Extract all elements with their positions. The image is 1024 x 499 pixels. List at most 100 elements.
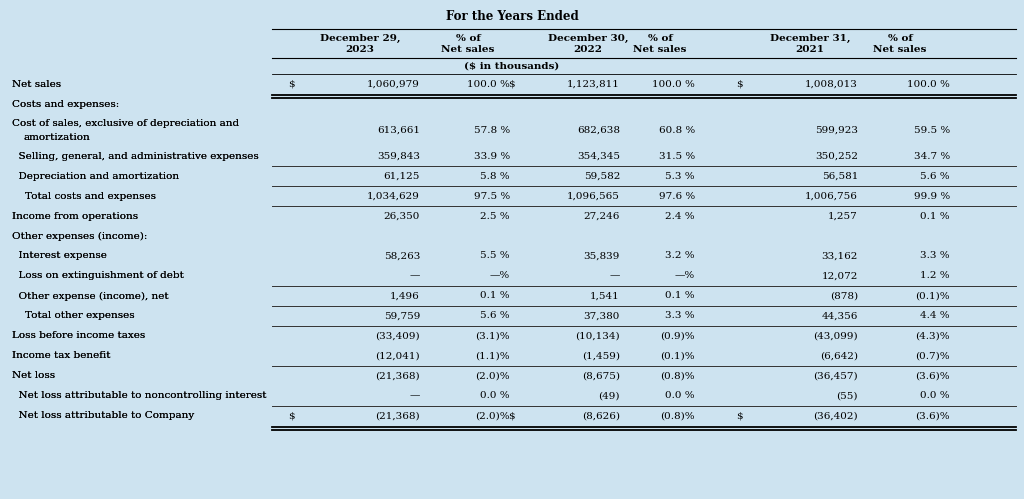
Text: 359,843: 359,843: [377, 152, 420, 161]
Text: Cost of sales, exclusive of depreciation and: Cost of sales, exclusive of depreciation…: [12, 118, 240, 128]
Bar: [8, 166, 1016, 186]
Text: December 30,
2022: December 30, 2022: [548, 34, 629, 54]
Bar: [8, 74, 1016, 94]
Text: 1,008,013: 1,008,013: [805, 79, 858, 88]
Text: (0.7)%: (0.7)%: [915, 351, 950, 360]
Text: Net loss attributable to noncontrolling interest: Net loss attributable to noncontrolling …: [12, 392, 266, 401]
Text: Net loss: Net loss: [12, 371, 55, 381]
Bar: [8, 366, 1016, 386]
Bar: [8, 206, 1016, 226]
Text: (0.9)%: (0.9)%: [660, 331, 695, 340]
Text: 27,246: 27,246: [584, 212, 620, 221]
Text: 12,072: 12,072: [821, 271, 858, 280]
Text: 1,541: 1,541: [590, 291, 620, 300]
Text: % of
Net sales: % of Net sales: [633, 34, 687, 54]
Text: (3.1)%: (3.1)%: [475, 331, 510, 340]
Text: 5.6 %: 5.6 %: [480, 311, 510, 320]
Text: 1,496: 1,496: [390, 291, 420, 300]
Text: $: $: [508, 412, 515, 421]
Text: 100.0 %: 100.0 %: [907, 79, 950, 88]
Text: 0.1 %: 0.1 %: [921, 212, 950, 221]
Text: 0.1 %: 0.1 %: [480, 291, 510, 300]
Text: Loss before income taxes: Loss before income taxes: [12, 331, 145, 340]
Text: Net loss attributable to Company: Net loss attributable to Company: [12, 412, 195, 421]
Text: 59,582: 59,582: [584, 172, 620, 181]
Bar: [8, 346, 272, 366]
Text: 31.5 %: 31.5 %: [658, 152, 695, 161]
Bar: [8, 406, 1016, 426]
Text: Income from operations: Income from operations: [12, 212, 138, 221]
Text: 0.1 %: 0.1 %: [666, 291, 695, 300]
Text: (33,409): (33,409): [376, 331, 420, 340]
Bar: [8, 94, 1016, 114]
Text: 613,661: 613,661: [377, 126, 420, 135]
Text: (55): (55): [837, 392, 858, 401]
Text: 682,638: 682,638: [577, 126, 620, 135]
Text: ($ in thousands): ($ in thousands): [464, 61, 560, 70]
Text: Loss on extinguishment of debt: Loss on extinguishment of debt: [12, 271, 184, 280]
Text: (12,041): (12,041): [376, 351, 420, 360]
Text: Net sales: Net sales: [12, 79, 61, 88]
Text: (43,099): (43,099): [813, 331, 858, 340]
Text: 1,257: 1,257: [828, 212, 858, 221]
Text: 44,356: 44,356: [821, 311, 858, 320]
Text: 350,252: 350,252: [815, 152, 858, 161]
Text: 0.0 %: 0.0 %: [666, 392, 695, 401]
Bar: [8, 166, 272, 186]
Bar: [8, 226, 272, 246]
Bar: [8, 286, 272, 306]
Text: (878): (878): [829, 291, 858, 300]
Text: (2.0)%: (2.0)%: [475, 371, 510, 381]
Bar: [8, 94, 272, 114]
Text: $: $: [288, 412, 295, 421]
Text: 33.9 %: 33.9 %: [474, 152, 510, 161]
Text: Costs and expenses:: Costs and expenses:: [12, 99, 119, 108]
Text: 599,923: 599,923: [815, 126, 858, 135]
Text: 1,123,811: 1,123,811: [567, 79, 620, 88]
Text: 100.0 %: 100.0 %: [652, 79, 695, 88]
Text: (8,626): (8,626): [582, 412, 620, 421]
Text: Loss on extinguishment of debt: Loss on extinguishment of debt: [12, 271, 184, 280]
Text: Depreciation and amortization: Depreciation and amortization: [12, 172, 179, 181]
Text: —%: —%: [489, 271, 510, 280]
Text: 1,006,756: 1,006,756: [805, 192, 858, 201]
Text: Costs and expenses:: Costs and expenses:: [12, 99, 119, 108]
Text: Income tax benefit: Income tax benefit: [12, 351, 111, 360]
Bar: [8, 146, 272, 166]
Bar: [8, 326, 1016, 346]
Text: 59,759: 59,759: [384, 311, 420, 320]
Text: 97.6 %: 97.6 %: [658, 192, 695, 201]
Text: Net loss: Net loss: [12, 371, 55, 381]
Text: Other expense (income), net: Other expense (income), net: [12, 291, 169, 300]
Text: 57.8 %: 57.8 %: [474, 126, 510, 135]
Text: Interest expense: Interest expense: [12, 251, 106, 260]
Text: 3.2 %: 3.2 %: [666, 251, 695, 260]
Text: Total costs and expenses: Total costs and expenses: [12, 192, 156, 201]
Text: (0.8)%: (0.8)%: [660, 412, 695, 421]
Text: 1,096,565: 1,096,565: [567, 192, 620, 201]
Bar: [8, 246, 1016, 266]
Text: Interest expense: Interest expense: [12, 251, 106, 260]
Text: 58,263: 58,263: [384, 251, 420, 260]
Bar: [8, 346, 1016, 366]
Text: (4.3)%: (4.3)%: [915, 331, 950, 340]
Text: 0.0 %: 0.0 %: [480, 392, 510, 401]
Text: (0.1)%: (0.1)%: [660, 351, 695, 360]
Text: Net loss attributable to Company: Net loss attributable to Company: [12, 412, 195, 421]
Text: 97.5 %: 97.5 %: [474, 192, 510, 201]
Bar: [8, 186, 1016, 206]
Text: (1.1)%: (1.1)%: [475, 351, 510, 360]
Text: 3.3 %: 3.3 %: [921, 251, 950, 260]
Text: 35,839: 35,839: [584, 251, 620, 260]
Text: (21,368): (21,368): [376, 371, 420, 381]
Bar: [8, 406, 272, 426]
Text: Total other expenses: Total other expenses: [12, 311, 134, 320]
Text: $: $: [288, 79, 295, 88]
Text: 5.6 %: 5.6 %: [921, 172, 950, 181]
Text: 99.9 %: 99.9 %: [913, 192, 950, 201]
Text: Net sales: Net sales: [12, 79, 61, 88]
Text: (1,459): (1,459): [582, 351, 620, 360]
Text: —: —: [609, 271, 620, 280]
Text: Selling, general, and administrative expenses: Selling, general, and administrative exp…: [12, 152, 259, 161]
Text: Other expenses (income):: Other expenses (income):: [12, 232, 147, 241]
